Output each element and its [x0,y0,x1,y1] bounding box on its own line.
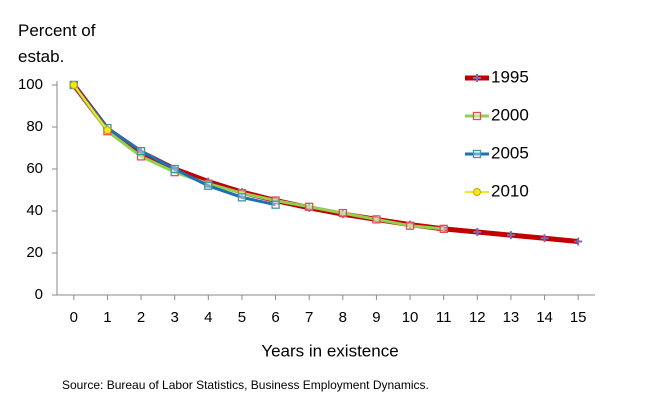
marker [271,200,280,209]
legend-label: 2005 [491,143,529,162]
y-tick-label: 0 [35,286,43,303]
y-tick-label: 100 [18,76,43,93]
marker [338,208,347,218]
x-tick-label: 13 [503,309,520,326]
y-tick-label: 60 [26,160,43,177]
marker [136,152,146,161]
marker [69,81,78,89]
marker [237,193,247,202]
x-tick-label: 15 [570,309,587,326]
series-line [72,84,444,231]
legend-marker [472,111,482,121]
x-tick-label: 9 [372,309,380,326]
x-tick-label: 8 [339,309,347,326]
marker [540,234,549,243]
x-axis-title: Years in existence [261,341,398,360]
marker [372,215,381,224]
legend-marker [473,74,481,82]
marker [506,231,515,240]
series-line [72,84,276,207]
y-tick-label: 20 [26,244,43,261]
x-tick-label: 6 [271,309,279,326]
legend-label: 2000 [491,105,529,124]
source-note: Source: Bureau of Labor Statistics, Busi… [62,378,429,392]
x-tick-label: 12 [469,309,486,326]
marker [136,146,146,156]
x-tick-label: 7 [305,309,313,326]
x-tick-label: 5 [238,309,246,326]
marker [103,126,112,135]
x-tick-label: 14 [536,309,553,326]
legend-marker [473,188,481,196]
marker [439,224,448,234]
marker [204,181,213,190]
x-tick-label: 1 [103,309,111,326]
y-tick-label: 40 [26,202,43,219]
legend-label: 2010 [491,181,529,200]
x-tick-label: 0 [70,309,78,326]
marker [574,237,583,246]
marker [305,202,314,211]
legend-label: 1995 [491,67,529,86]
y-tick-label: 80 [26,118,43,135]
legend-marker [472,149,482,159]
marker [405,221,415,230]
x-tick-label: 11 [436,309,452,326]
series-line [73,84,109,131]
x-tick-label: 2 [137,309,145,326]
x-tick-label: 10 [402,309,419,326]
marker [473,228,482,236]
x-tick-label: 3 [171,309,179,326]
y-axis-title: Percent of estab. [18,21,96,66]
x-tick-label: 4 [204,309,212,326]
marker [170,164,179,174]
